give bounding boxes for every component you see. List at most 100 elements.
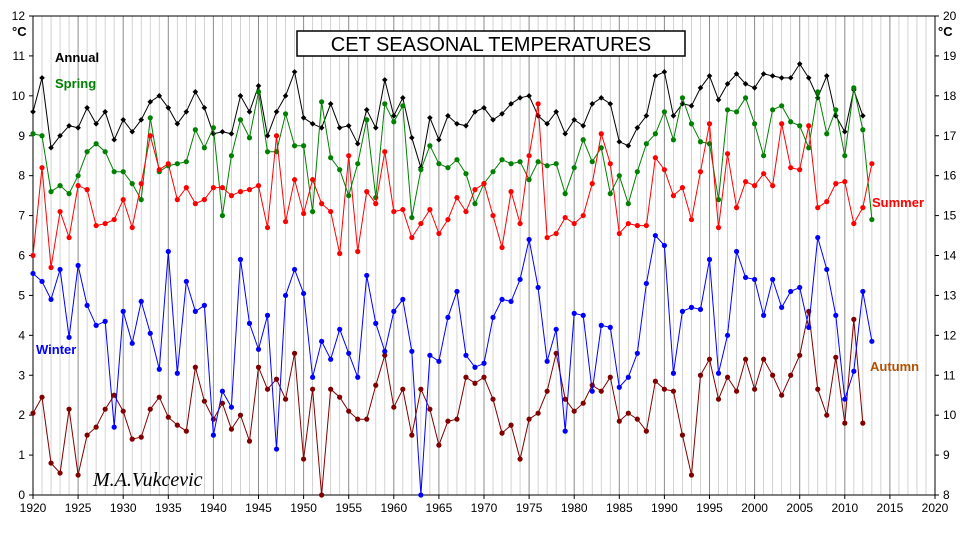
data-point bbox=[679, 308, 686, 314]
series-line-summer bbox=[32, 103, 873, 268]
data-point bbox=[328, 386, 334, 392]
data-point bbox=[246, 320, 253, 326]
data-point bbox=[562, 428, 568, 434]
data-point bbox=[409, 234, 415, 241]
data-point bbox=[183, 159, 189, 165]
data-point bbox=[616, 230, 622, 237]
data-point bbox=[679, 185, 686, 191]
data-point bbox=[607, 101, 614, 107]
data-point bbox=[860, 112, 866, 119]
data-point bbox=[337, 167, 343, 173]
x-tick-label: 1965 bbox=[426, 501, 453, 515]
data-point bbox=[788, 372, 794, 378]
data-point bbox=[815, 205, 821, 211]
data-point bbox=[201, 398, 207, 404]
data-point bbox=[562, 191, 568, 197]
data-point bbox=[301, 210, 307, 217]
data-point bbox=[779, 103, 785, 109]
y-tick-label-right: 16 bbox=[943, 169, 957, 183]
y-tick-label-left: 10 bbox=[12, 89, 26, 103]
data-point bbox=[436, 161, 442, 167]
data-point bbox=[291, 177, 298, 183]
data-point bbox=[481, 181, 487, 187]
data-point bbox=[84, 432, 90, 438]
data-point bbox=[57, 208, 63, 215]
x-tick-label: 1960 bbox=[380, 501, 407, 515]
data-point bbox=[869, 161, 875, 167]
data-point bbox=[526, 236, 532, 243]
data-point bbox=[346, 408, 352, 414]
data-point bbox=[210, 130, 217, 137]
data-point bbox=[616, 418, 622, 424]
data-point bbox=[860, 205, 866, 211]
data-point bbox=[806, 123, 812, 129]
data-point bbox=[57, 266, 63, 273]
data-point bbox=[598, 322, 604, 328]
data-point bbox=[201, 302, 207, 308]
data-point bbox=[634, 222, 640, 229]
data-point bbox=[535, 410, 541, 416]
data-point bbox=[66, 122, 72, 129]
data-point bbox=[643, 222, 649, 229]
data-point bbox=[589, 181, 595, 187]
data-point bbox=[246, 135, 253, 141]
data-point bbox=[769, 73, 776, 79]
data-point bbox=[156, 93, 163, 99]
label-annual: Annual bbox=[55, 50, 99, 65]
data-point bbox=[797, 167, 803, 173]
data-point bbox=[661, 69, 668, 75]
data-point bbox=[797, 123, 803, 129]
data-point bbox=[381, 77, 388, 83]
data-point bbox=[192, 127, 198, 133]
data-point bbox=[436, 358, 442, 364]
data-point bbox=[625, 410, 631, 416]
data-point bbox=[84, 105, 90, 111]
data-point bbox=[355, 416, 361, 422]
title-box bbox=[296, 30, 686, 57]
data-point bbox=[661, 242, 668, 249]
data-point bbox=[48, 189, 54, 195]
data-point bbox=[770, 183, 776, 189]
data-point bbox=[571, 165, 577, 171]
data-point bbox=[715, 396, 722, 402]
y-tick-label-left: 0 bbox=[18, 488, 25, 502]
data-point bbox=[120, 408, 126, 414]
data-point bbox=[418, 492, 424, 498]
data-point bbox=[255, 346, 262, 352]
data-point bbox=[273, 109, 280, 115]
data-point bbox=[391, 112, 397, 119]
data-point bbox=[616, 138, 623, 145]
data-point bbox=[319, 201, 325, 207]
data-point bbox=[869, 338, 875, 344]
x-tick-label: 1990 bbox=[651, 501, 678, 515]
x-tick-label: 1955 bbox=[335, 501, 362, 515]
data-point bbox=[580, 137, 586, 143]
data-point bbox=[237, 93, 244, 99]
data-point bbox=[724, 374, 731, 380]
data-point bbox=[724, 107, 731, 113]
data-point bbox=[490, 169, 496, 175]
data-point bbox=[246, 438, 253, 444]
data-point bbox=[328, 208, 334, 215]
data-point bbox=[39, 75, 45, 81]
data-point bbox=[391, 308, 397, 314]
data-point bbox=[391, 119, 397, 125]
data-point bbox=[580, 400, 586, 406]
data-point bbox=[499, 110, 505, 117]
data-point bbox=[670, 370, 677, 376]
data-point bbox=[499, 244, 505, 251]
data-point bbox=[508, 298, 514, 305]
gridlines bbox=[41, 16, 927, 495]
data-point bbox=[472, 187, 478, 193]
data-point bbox=[788, 119, 794, 125]
data-point bbox=[237, 117, 244, 123]
chart-title: CET SEASONAL TEMPERATURES bbox=[331, 34, 651, 56]
data-point bbox=[400, 103, 406, 109]
data-point bbox=[571, 116, 577, 123]
data-point bbox=[517, 159, 523, 165]
data-point bbox=[301, 456, 307, 462]
data-point bbox=[463, 208, 469, 215]
data-point bbox=[553, 350, 559, 356]
data-point bbox=[544, 388, 550, 394]
